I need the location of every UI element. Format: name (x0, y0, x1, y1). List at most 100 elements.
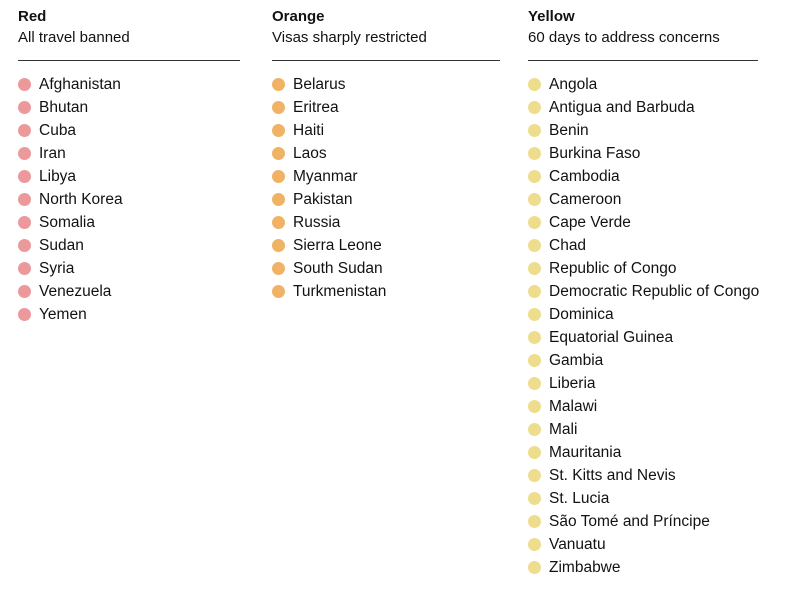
country-label: St. Kitts and Nevis (549, 467, 676, 484)
country-label: Eritrea (293, 99, 339, 116)
category-dot-icon (528, 101, 541, 114)
country-label: Mauritania (549, 444, 622, 461)
country-list-item: St. Lucia (528, 487, 758, 510)
category-dot-icon (528, 331, 541, 344)
country-list-item: Mauritania (528, 441, 758, 464)
category-dot-icon (18, 170, 31, 183)
category-column-yellow: Yellow 60 days to address concerns Angol… (528, 8, 760, 579)
column-divider (18, 60, 240, 61)
country-list-item: Somalia (18, 211, 240, 234)
country-list-red: Afghanistan Bhutan Cuba Iran Libya North Kore… (18, 73, 240, 326)
country-label: Pakistan (293, 191, 353, 208)
country-list-item: Vanuatu (528, 533, 758, 556)
country-list-item: Laos (272, 142, 500, 165)
country-label: Burkina Faso (549, 145, 641, 162)
country-label: South Sudan (293, 260, 383, 277)
category-title: Yellow (528, 8, 575, 25)
country-label: Laos (293, 145, 327, 162)
category-dot-icon (18, 147, 31, 160)
country-list-item: Republic of Congo (528, 257, 758, 280)
country-label: Yemen (39, 306, 87, 323)
category-dot-icon (528, 492, 541, 505)
country-list-item: Eritrea (272, 96, 500, 119)
country-label: Angola (549, 76, 598, 93)
country-label: Chad (549, 237, 587, 254)
country-list-item: Benin (528, 119, 758, 142)
category-dot-icon (272, 147, 285, 160)
country-label: Democratic Republic of Congo (549, 283, 760, 300)
category-title: Red (18, 8, 47, 25)
category-dot-icon (272, 193, 285, 206)
country-list-item: Angola (528, 73, 758, 96)
category-dot-icon (528, 262, 541, 275)
category-dot-icon (528, 377, 541, 390)
category-dot-icon (272, 78, 285, 91)
country-list-item: Zimbabwe (528, 556, 758, 579)
country-list-item: Turkmenistan (272, 280, 500, 303)
category-column-red: Red All travel banned Afghanistan Bhutan C… (18, 8, 240, 326)
column-divider (272, 60, 500, 61)
country-list-item: South Sudan (272, 257, 500, 280)
country-list-item: Pakistan (272, 188, 500, 211)
category-dot-icon (528, 147, 541, 160)
category-dot-icon (272, 216, 285, 229)
country-list-item: Belarus (272, 73, 500, 96)
country-label: Cuba (39, 122, 77, 139)
country-list-item: Cuba (18, 119, 240, 142)
country-label: Bhutan (39, 99, 89, 116)
country-label: Haiti (293, 122, 325, 139)
country-list-item: Democratic Republic of Congo (528, 280, 760, 303)
country-label: Somalia (39, 214, 95, 231)
category-subtitle: All travel banned (18, 29, 130, 46)
country-label: St. Lucia (549, 490, 610, 507)
category-dot-icon (528, 78, 541, 91)
country-list-item: Bhutan (18, 96, 240, 119)
category-dot-icon (272, 239, 285, 252)
country-label: Cameroon (549, 191, 622, 208)
category-subtitle: 60 days to address concerns (528, 29, 720, 46)
country-list-item: St. Kitts and Nevis (528, 464, 758, 487)
country-label: North Korea (39, 191, 123, 208)
country-label: Russia (293, 214, 341, 231)
country-label: Zimbabwe (549, 559, 621, 576)
category-dot-icon (18, 308, 31, 321)
country-list-item: Cape Verde (528, 211, 758, 234)
country-list-item: Antigua and Barbuda (528, 96, 758, 119)
country-label: Vanuatu (549, 536, 606, 553)
country-label: Iran (39, 145, 66, 162)
country-label: Liberia (549, 375, 596, 392)
category-dot-icon (272, 262, 285, 275)
country-label: Afghanistan (39, 76, 121, 93)
category-dot-icon (528, 446, 541, 459)
category-dot-icon (18, 285, 31, 298)
country-label: Cape Verde (549, 214, 631, 231)
country-list-item: Malawi (528, 395, 758, 418)
country-list-item: Equatorial Guinea (528, 326, 758, 349)
country-label: Turkmenistan (293, 283, 387, 300)
country-label: Belarus (293, 76, 346, 93)
category-dot-icon (18, 78, 31, 91)
country-label: Antigua and Barbuda (549, 99, 695, 116)
country-list-item: Burkina Faso (528, 142, 758, 165)
country-list-item: Sudan (18, 234, 240, 257)
category-dot-icon (528, 124, 541, 137)
country-label: Libya (39, 168, 77, 185)
category-dot-icon (528, 285, 541, 298)
country-label: Malawi (549, 398, 598, 415)
country-label: Republic of Congo (549, 260, 677, 277)
category-dot-icon (18, 124, 31, 137)
category-dot-icon (528, 354, 541, 367)
country-list-orange: Belarus Eritrea Haiti Laos Myanmar Pakistan Ru… (272, 73, 500, 303)
country-list-item: Chad (528, 234, 758, 257)
category-dot-icon (272, 124, 285, 137)
country-label: São Tomé and Príncipe (549, 513, 710, 530)
country-label: Gambia (549, 352, 604, 369)
country-list-item: Libya (18, 165, 240, 188)
category-subtitle: Visas sharply restricted (272, 29, 427, 46)
country-list-item: Afghanistan (18, 73, 240, 96)
country-list-item: Mali (528, 418, 758, 441)
country-list-item: North Korea (18, 188, 240, 211)
country-list-item: Sierra Leone (272, 234, 500, 257)
category-dot-icon (528, 216, 541, 229)
